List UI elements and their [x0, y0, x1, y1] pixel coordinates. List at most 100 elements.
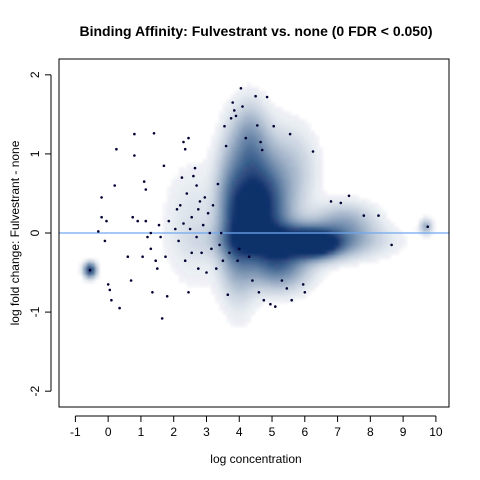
density-cell: [219, 263, 223, 267]
data-point: [251, 279, 254, 282]
density-cell: [263, 179, 267, 183]
density-cell: [239, 175, 243, 179]
density-cell: [343, 259, 347, 263]
density-cell: [255, 155, 259, 159]
density-cell: [191, 167, 195, 171]
density-cell: [279, 159, 283, 163]
density-cell: [383, 251, 387, 255]
density-cell: [199, 195, 203, 199]
density-cell: [339, 247, 343, 251]
density-cell: [239, 323, 243, 327]
density-cell: [203, 263, 207, 267]
density-cell: [315, 223, 319, 227]
density-cell: [235, 211, 239, 215]
density-cell: [251, 291, 255, 295]
density-cell: [271, 271, 275, 275]
density-cell: [247, 159, 251, 163]
density-cell: [235, 315, 239, 319]
density-cell: [387, 247, 391, 251]
density-cell: [231, 243, 235, 247]
density-cell: [267, 175, 271, 179]
density-cell: [87, 275, 91, 279]
density-cell: [223, 307, 227, 311]
density-cell: [303, 143, 307, 147]
density-cell: [235, 131, 239, 135]
density-cell: [175, 247, 179, 251]
density-cell: [215, 207, 219, 211]
density-cell: [243, 323, 247, 327]
density-cell: [283, 131, 287, 135]
density-cell: [331, 247, 335, 251]
density-cell: [91, 263, 95, 267]
density-cell: [183, 243, 187, 247]
density-cell: [235, 135, 239, 139]
density-cell: [199, 171, 203, 175]
density-cell: [235, 287, 239, 291]
density-cell: [239, 215, 243, 219]
density-cell: [239, 255, 243, 259]
data-point: [192, 174, 195, 178]
density-cell: [239, 99, 243, 103]
density-cell: [295, 207, 299, 211]
density-cell: [271, 111, 275, 115]
density-cell: [223, 311, 227, 315]
density-cell: [203, 283, 207, 287]
density-cell: [187, 255, 191, 259]
density-cell: [299, 167, 303, 171]
density-cell: [223, 235, 227, 239]
x-tick-label: -1: [70, 425, 81, 439]
density-cell: [227, 219, 231, 223]
data-point: [362, 214, 366, 217]
density-cell: [275, 151, 279, 155]
density-cell: [319, 191, 323, 195]
density-cell: [319, 167, 323, 171]
density-cell: [235, 275, 239, 279]
density-cell: [299, 235, 303, 239]
density-cell: [223, 187, 227, 191]
density-cell: [303, 247, 307, 251]
density-cell: [335, 223, 339, 227]
density-cell: [219, 255, 223, 259]
data-point: [159, 235, 162, 239]
density-cell: [395, 247, 399, 251]
density-cell: [235, 255, 239, 259]
data-point: [154, 259, 157, 263]
density-cell: [295, 255, 299, 259]
density-cell: [187, 271, 191, 275]
density-cell: [243, 171, 247, 175]
density-cell: [307, 175, 311, 179]
density-cell: [175, 251, 179, 255]
density-cell: [379, 215, 383, 219]
density-cell: [247, 195, 251, 199]
density-cell: [215, 223, 219, 227]
density-cell: [219, 207, 223, 211]
density-cell: [283, 115, 287, 119]
density-cell: [219, 167, 223, 171]
density-cell: [399, 239, 403, 243]
density-cell: [295, 251, 299, 255]
density-cell: [175, 191, 179, 195]
density-cell: [371, 207, 375, 211]
x-tick-label: 9: [400, 425, 407, 439]
density-cell: [223, 279, 227, 283]
density-cell: [175, 215, 179, 219]
density-cell: [87, 259, 91, 263]
density-cell: [219, 191, 223, 195]
density-cell: [211, 187, 215, 191]
density-cell: [231, 299, 235, 303]
density-cell: [243, 215, 247, 219]
density-cell: [243, 295, 247, 299]
density-cell: [355, 207, 359, 211]
density-cell: [243, 195, 247, 199]
density-cell: [283, 239, 287, 243]
density-cell: [251, 295, 255, 299]
density-cell: [275, 123, 279, 127]
density-cell: [167, 203, 171, 207]
density-cell: [247, 259, 251, 263]
density-cell: [207, 219, 211, 223]
density-cell: [355, 223, 359, 227]
density-cell: [243, 115, 247, 119]
density-cell: [195, 279, 199, 283]
density-cell: [307, 191, 311, 195]
density-cell: [223, 251, 227, 255]
